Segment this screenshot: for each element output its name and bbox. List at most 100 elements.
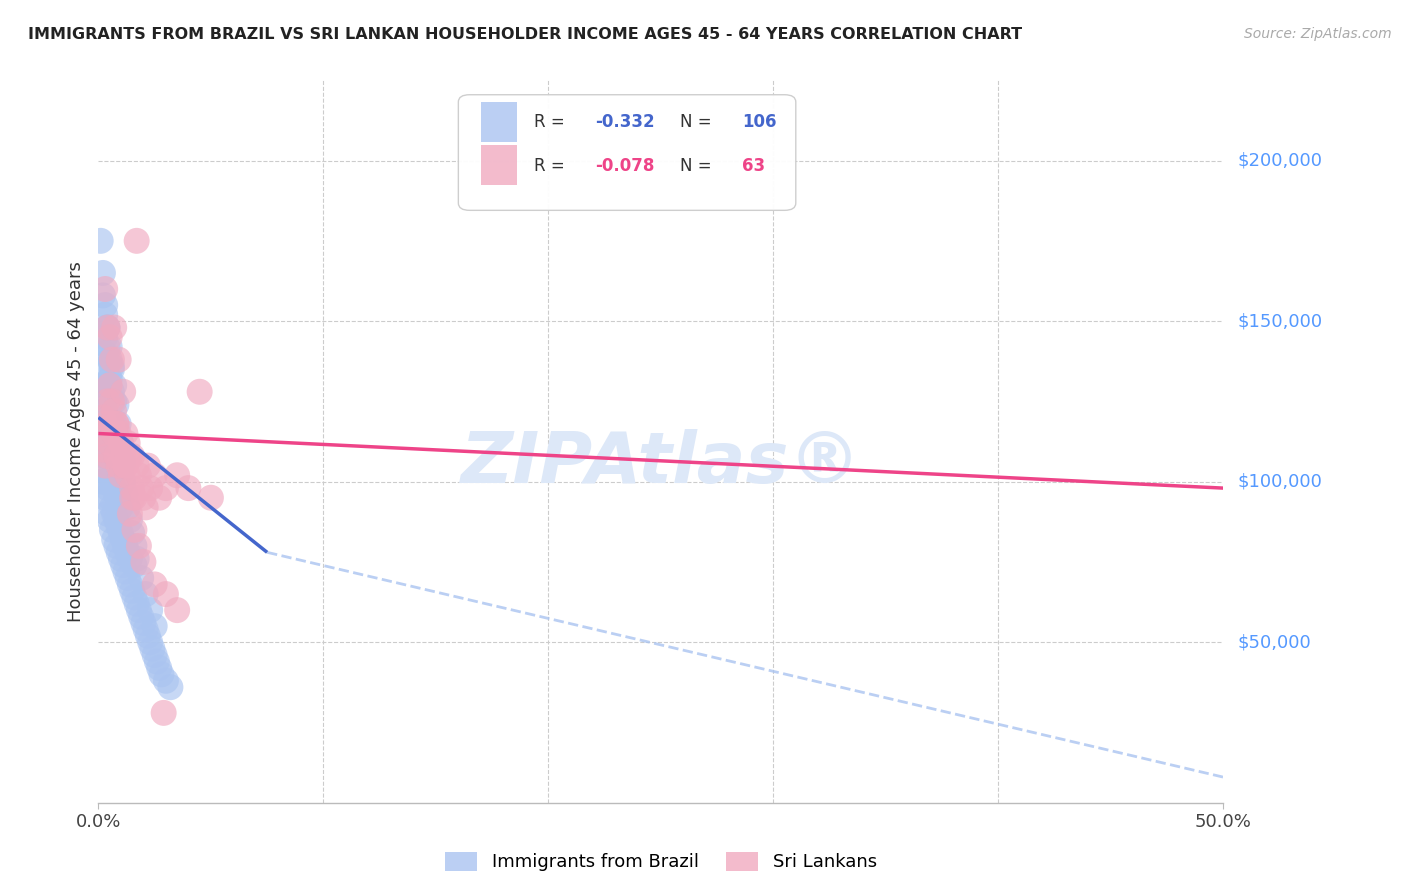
Point	[105, 539, 128, 553]
Text: N =: N =	[681, 113, 717, 131]
Point	[103, 320, 125, 334]
Point	[143, 648, 166, 662]
Point	[91, 475, 114, 489]
Point	[101, 449, 124, 463]
Point	[98, 513, 121, 527]
Point	[98, 330, 121, 344]
Point	[152, 706, 174, 720]
Point	[139, 635, 162, 649]
Point	[91, 410, 114, 425]
Point	[118, 507, 141, 521]
Point	[90, 426, 112, 441]
Point	[90, 234, 112, 248]
Point	[96, 449, 118, 463]
Point	[105, 417, 128, 431]
Point	[155, 587, 177, 601]
Point	[91, 362, 114, 376]
Point	[105, 513, 128, 527]
Point	[98, 417, 121, 431]
Point	[118, 577, 141, 591]
Legend: Immigrants from Brazil, Sri Lankans: Immigrants from Brazil, Sri Lankans	[436, 843, 886, 880]
Point	[94, 308, 117, 322]
Point	[94, 417, 117, 431]
Text: $50,000: $50,000	[1237, 633, 1310, 651]
Point	[94, 404, 117, 418]
Point	[124, 591, 146, 605]
Point	[121, 449, 143, 463]
Point	[94, 378, 117, 392]
Point	[90, 410, 112, 425]
Point	[91, 288, 114, 302]
Point	[155, 481, 177, 495]
Point	[128, 468, 150, 483]
Point	[132, 491, 155, 505]
Point	[96, 320, 118, 334]
Point	[128, 539, 150, 553]
Point	[112, 533, 135, 547]
Point	[139, 481, 162, 495]
Point	[94, 346, 117, 360]
Point	[132, 615, 155, 630]
Point	[98, 352, 121, 367]
Text: -0.078: -0.078	[596, 156, 655, 175]
Point	[105, 449, 128, 463]
Point	[110, 468, 132, 483]
Point	[114, 565, 136, 579]
Point	[112, 449, 135, 463]
Bar	[481, 102, 517, 142]
Point	[96, 481, 118, 495]
Point	[125, 234, 148, 248]
Point	[143, 577, 166, 591]
Text: $100,000: $100,000	[1237, 473, 1322, 491]
Point	[166, 603, 188, 617]
Point	[101, 475, 124, 489]
Point	[94, 426, 117, 441]
Point	[121, 583, 143, 598]
Point	[105, 487, 128, 501]
Point	[107, 494, 129, 508]
Point	[136, 458, 159, 473]
Point	[125, 597, 148, 611]
Point	[105, 436, 128, 450]
Point	[143, 619, 166, 633]
Point	[107, 519, 129, 533]
Point	[110, 436, 132, 450]
Point	[98, 491, 121, 505]
Point	[125, 458, 148, 473]
Point	[117, 500, 139, 515]
FancyBboxPatch shape	[458, 95, 796, 211]
Point	[91, 266, 114, 280]
Point	[112, 455, 135, 469]
Point	[107, 458, 129, 473]
Point	[135, 623, 157, 637]
Text: 106: 106	[742, 113, 776, 131]
Text: IMMIGRANTS FROM BRAZIL VS SRI LANKAN HOUSEHOLDER INCOME AGES 45 - 64 YEARS CORRE: IMMIGRANTS FROM BRAZIL VS SRI LANKAN HOU…	[28, 27, 1022, 42]
Point	[117, 449, 139, 463]
Point	[136, 629, 159, 643]
Point	[128, 603, 150, 617]
Point	[96, 320, 118, 334]
Point	[91, 449, 114, 463]
Point	[94, 330, 117, 344]
Point	[148, 491, 170, 505]
Point	[90, 378, 112, 392]
Point	[103, 426, 125, 441]
Point	[103, 455, 125, 469]
Point	[114, 458, 136, 473]
Point	[103, 404, 125, 418]
Point	[103, 417, 125, 431]
Point	[94, 298, 117, 312]
Point	[124, 539, 146, 553]
Text: 63: 63	[742, 156, 765, 175]
Point	[110, 462, 132, 476]
Point	[103, 507, 125, 521]
Point	[107, 545, 129, 559]
Point	[96, 507, 118, 521]
Point	[112, 475, 135, 489]
Point	[94, 449, 117, 463]
Point	[96, 320, 118, 334]
Point	[143, 468, 166, 483]
Point	[118, 551, 141, 566]
Point	[148, 661, 170, 675]
Point	[135, 587, 157, 601]
